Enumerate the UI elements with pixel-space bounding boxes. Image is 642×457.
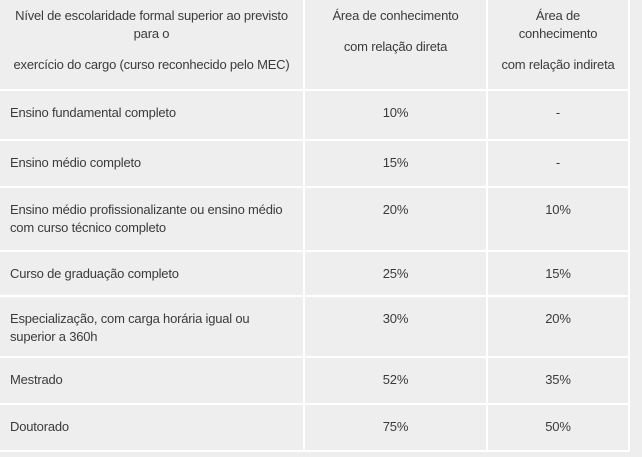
indirect-relation-value: 20%	[488, 297, 630, 358]
direct-relation-value: 52%	[305, 358, 488, 405]
header-indirect-relation-line1: Área de conhecimento	[518, 8, 598, 41]
direct-relation-value: 25%	[305, 252, 488, 297]
education-level-cell: Mestrado	[0, 358, 305, 405]
education-bonus-table: Nível de escolaridade formal superior ao…	[0, 0, 630, 452]
education-level-cell: Ensino médio completo	[0, 141, 305, 188]
direct-relation-value: 30%	[305, 297, 488, 358]
header-direct-relation-line2: com relação direta	[343, 39, 448, 54]
education-level-cell: Ensino fundamental completo	[0, 91, 305, 141]
header-cell-indirect-relation: Área de conhecimento com relação indiret…	[488, 0, 630, 91]
indirect-relation-value: 15%	[488, 252, 630, 297]
education-level-cell: Doutorado	[0, 405, 305, 452]
indirect-relation-value: 35%	[488, 358, 630, 405]
direct-relation-value: 10%	[305, 91, 488, 141]
header-indirect-relation-line2: com relação indireta	[501, 57, 615, 72]
table-header-row: Nível de escolaridade formal superior ao…	[0, 0, 630, 91]
header-direct-relation-line1: Área de conhecimento	[332, 8, 459, 23]
direct-relation-value: 15%	[305, 141, 488, 188]
education-level-cell: Especialização, com carga horária igual …	[0, 297, 305, 358]
education-level-cell: Curso de graduação completo	[0, 252, 305, 297]
header-education-level-line2: exercício do cargo (curso reconhecido pe…	[13, 57, 290, 72]
table-row: Especialização, com carga horária igual …	[0, 297, 630, 358]
indirect-relation-value: 10%	[488, 188, 630, 252]
direct-relation-value: 20%	[305, 188, 488, 252]
direct-relation-value: 75%	[305, 405, 488, 452]
indirect-relation-value: -	[488, 91, 630, 141]
table-row: Ensino médio profissionalizante ou ensin…	[0, 188, 630, 252]
table-row: Mestrado 52% 35%	[0, 358, 630, 405]
table-row: Doutorado 75% 50%	[0, 405, 630, 452]
header-cell-direct-relation: Área de conhecimento com relação direta	[305, 0, 488, 91]
header-cell-education-level: Nível de escolaridade formal superior ao…	[0, 0, 305, 91]
indirect-relation-value: -	[488, 141, 630, 188]
table-row: Ensino fundamental completo 10% -	[0, 91, 630, 141]
indirect-relation-value: 50%	[488, 405, 630, 452]
education-level-cell: Ensino médio profissionalizante ou ensin…	[0, 188, 305, 252]
header-education-level-line1: Nível de escolaridade formal superior ao…	[15, 8, 288, 41]
table-row: Ensino médio completo 15% -	[0, 141, 630, 188]
table-row: Curso de graduação completo 25% 15%	[0, 252, 630, 297]
